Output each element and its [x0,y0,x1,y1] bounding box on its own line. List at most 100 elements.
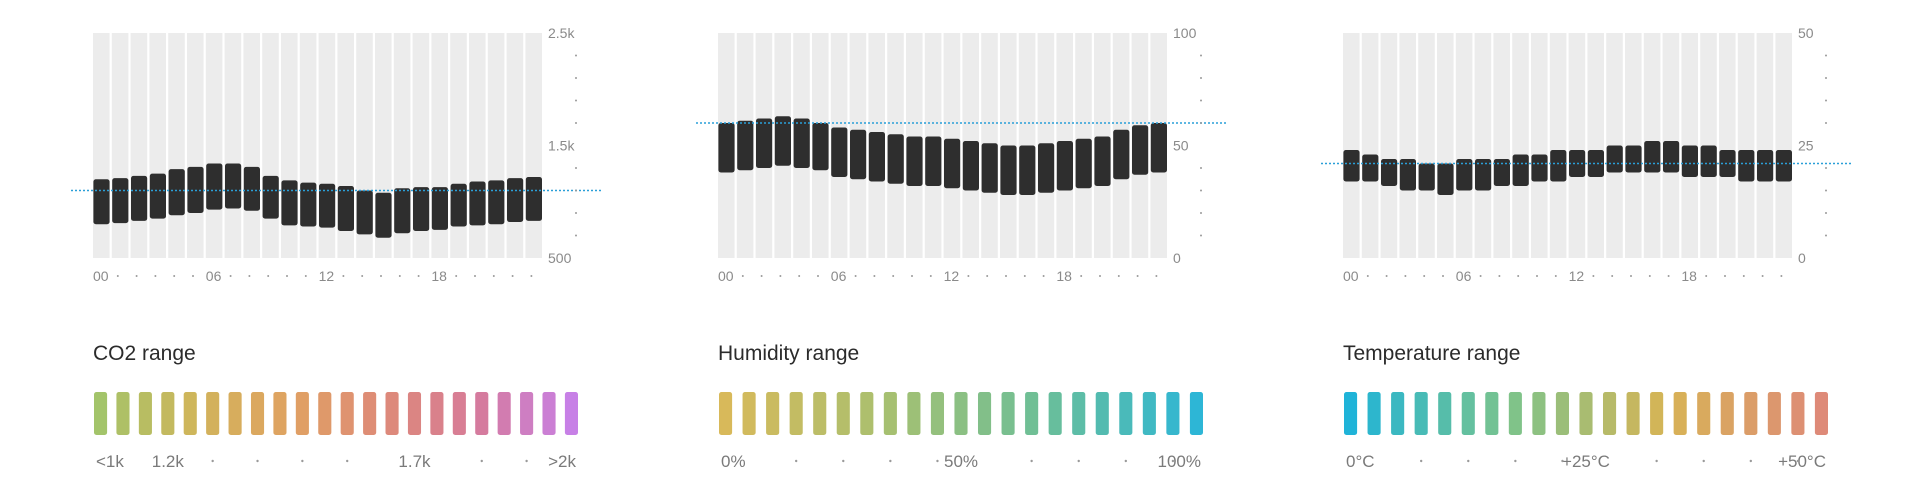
scale-label: >2k [548,452,576,471]
range-bar [1512,154,1529,186]
humidity-range-title: Humidity range [718,342,860,365]
range-bar [262,175,279,219]
co2-chart: 2.5k 1.5k 500 00 06 12 18 [71,25,602,284]
scale-segment [907,392,921,435]
range-bar [1075,138,1092,189]
hour-column [1719,33,1736,258]
range-bar [868,132,885,182]
scale-segment [1697,392,1711,435]
x-minor-dot [798,275,801,277]
range-bar [1437,163,1454,195]
scale-dot [1796,459,1800,463]
scale-segment [475,392,489,435]
scale-segment [1461,392,1475,435]
scale-dot [794,459,798,463]
x-minor-dot [1023,275,1026,277]
x-minor-dot [1517,275,1520,277]
x-minor-dot [1742,275,1745,277]
y-tick-label: 50 [1173,138,1189,154]
y-minor-dot [575,122,577,124]
scale-segment [1119,392,1133,435]
scale-dot [211,459,214,463]
scale-segment [930,392,945,435]
x-minor-dot [1498,275,1501,277]
x-minor-dot [1042,275,1045,277]
range-bar [1343,150,1360,182]
scale-segment [1367,392,1381,435]
x-minor-dot [967,275,970,277]
range-bar [1493,159,1510,186]
y-tick-label: 500 [548,250,572,266]
y-minor-dot [1825,167,1827,169]
y-minor-dot [575,189,577,192]
x-minor-dot [116,275,119,277]
scale-segment [273,392,287,435]
range-bar [507,178,524,222]
range-bar [93,179,110,225]
hour-column [1756,33,1774,258]
scale-dot [301,459,304,463]
scale-segment [1650,392,1664,435]
scale-dot [256,459,259,463]
scale-dot [525,459,528,463]
hour-column [1361,33,1379,258]
x-minor-dot [511,275,514,277]
scale-dot [1467,459,1470,463]
range-bar [413,187,430,231]
range-bar [1381,159,1398,186]
range-bar [1775,150,1792,182]
range-bar [850,129,867,180]
scale-dot [346,459,349,463]
x-minor-dot [1536,275,1538,277]
hour-column [1343,33,1360,258]
hour-column [1775,33,1792,258]
scale-segment [1767,392,1781,435]
range-bar [1019,145,1036,195]
range-bar [1757,150,1774,182]
y-minor-dot [1200,212,1202,214]
x-minor-dot [530,275,533,277]
x-tick-label: 06 [831,268,847,284]
scale-dot [889,459,892,463]
range-bar [793,118,810,168]
x-minor-dot [342,275,345,277]
range-bar [906,136,923,186]
scale-segment [1626,392,1640,435]
x-tick-label: 18 [431,268,447,284]
scale-segment [116,392,130,435]
hour-column [1512,33,1529,258]
scale-segment [1602,392,1617,435]
scale-segment [94,392,108,435]
y-minor-dot [575,167,577,169]
hour-column [1455,33,1473,258]
scale-segment [318,392,332,435]
y-minor-dot [1825,99,1827,102]
x-minor-dot [154,275,157,277]
scale-segment [789,392,803,435]
x-minor-dot [1705,275,1708,277]
y-minor-dot [1200,167,1202,169]
y-minor-dot [1825,234,1827,237]
scale-segment [1414,392,1428,435]
scale-label: <1k [96,452,124,471]
scale-segment [407,392,422,435]
range-bar [300,182,317,227]
x-minor-dot [1592,275,1595,277]
range-bar [1000,145,1017,195]
y-tick-label: 100 [1173,25,1197,41]
scale-segment [1814,392,1828,435]
scale-label: 1.2k [152,452,185,471]
x-tick-label: 00 [718,268,734,284]
scale-segment [813,392,827,435]
hour-column [1549,33,1567,258]
range-bar [488,180,505,225]
x-minor-dot [1155,275,1158,277]
scale-segment [228,392,242,435]
temperature-range-title: Temperature range [1343,342,1521,365]
x-minor-dot [398,275,401,277]
y-minor-dot [575,54,577,57]
scale-dot [1514,459,1517,463]
range-bar [112,178,129,224]
scale-segment [363,392,377,435]
